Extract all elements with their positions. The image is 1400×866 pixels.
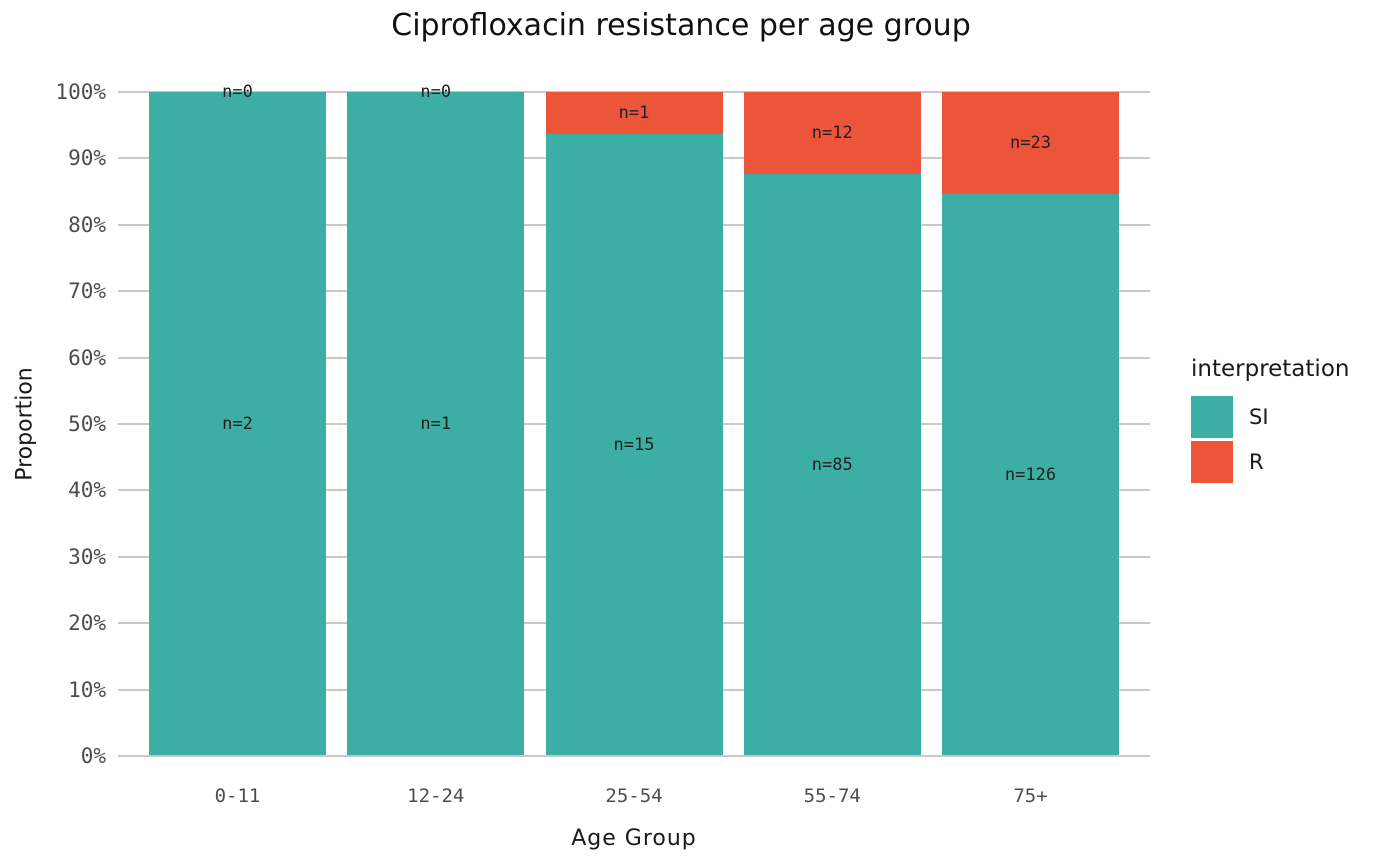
bar-segment-r-75+ xyxy=(942,92,1119,195)
bar-column-55-74: n=12 n=85 xyxy=(743,92,921,756)
y-tick-label-50: 50% xyxy=(68,412,106,436)
bar-count-label-r-12-24: n=0 xyxy=(420,82,452,102)
plot-panel: n=0 n=2 n=0 n=1 n=1 n=15 n=12 n=85 n=23 n=126 xyxy=(118,82,1150,757)
y-tick-label-30: 30% xyxy=(68,544,106,569)
bar-column-0-11: n=0 n=2 xyxy=(149,82,326,756)
legend-title: interpretation xyxy=(1191,356,1350,382)
bar-count-label-r-55-74: n=12 xyxy=(811,123,853,144)
bar-column-25-54: n=1 n=15 xyxy=(545,92,723,756)
bar-segment-r-25-54 xyxy=(545,92,723,134)
legend-item-r: R xyxy=(1191,441,1349,483)
bar-count-label-r-25-54: n=1 xyxy=(618,102,650,123)
y-tick-label-0: 0% xyxy=(80,744,106,768)
y-tick-label-100: 100% xyxy=(55,80,106,104)
bar-count-label-si-25-54: n=15 xyxy=(613,434,655,455)
y-tick-label-60: 60% xyxy=(68,345,106,370)
bar-count-label-si-75+: n=126 xyxy=(1004,465,1057,486)
bar-count-label-si-12-24: n=1 xyxy=(420,414,452,434)
bar-count-label-si-55-74: n=85 xyxy=(811,455,853,476)
bar-count-label-r-0-11: n=0 xyxy=(222,82,253,102)
x-axis-title: Age Group xyxy=(571,826,697,851)
y-tick-label-70: 70% xyxy=(68,279,106,304)
legend-label-si: SI xyxy=(1249,405,1269,429)
bar-column-12-24: n=0 n=1 xyxy=(347,82,525,756)
bar-column-75+: n=23 n=126 xyxy=(942,92,1119,756)
x-tick-label-12-24: 12-24 xyxy=(407,785,465,807)
x-tick-label-0-11: 0-11 xyxy=(214,785,261,807)
x-tick-label-25-54: 25-54 xyxy=(605,785,663,807)
y-tick-label-10: 10% xyxy=(68,677,106,702)
y-tick-label-80: 80% xyxy=(68,212,106,237)
bar-count-label-si-0-11: n=2 xyxy=(222,414,253,434)
y-tick-label-20: 20% xyxy=(68,611,106,636)
legend-item-si: SI xyxy=(1191,396,1349,438)
bar-segment-r-55-74 xyxy=(743,92,921,175)
y-tick-label-40: 40% xyxy=(68,478,106,503)
bar-segment-si-25-54 xyxy=(545,133,723,756)
bar-segment-si-12-24 xyxy=(347,92,525,756)
x-axis-tick-labels: 0-11 12-24 25-54 55-74 75+ xyxy=(149,785,1119,807)
x-tick-label-55-74: 55-74 xyxy=(803,785,861,807)
bar-count-label-r-75+: n=23 xyxy=(1010,133,1051,154)
legend-swatch-r xyxy=(1191,441,1233,483)
bar-segment-si-75+ xyxy=(942,194,1119,756)
bar-segment-si-0-11 xyxy=(149,92,326,756)
legend: interpretation SI R xyxy=(1191,356,1349,486)
legend-label-r: R xyxy=(1249,450,1264,474)
y-tick-label-90: 90% xyxy=(68,146,106,171)
chart-title: Ciprofloxacin resistance per age group xyxy=(391,8,971,43)
legend-items: SI R xyxy=(1191,396,1349,483)
legend-swatch-si xyxy=(1191,396,1233,438)
x-tick-label-75+: 75+ xyxy=(1013,785,1048,807)
gridline-0 xyxy=(118,755,1150,757)
bar-group: n=0 n=2 n=0 n=1 n=1 n=15 n=12 n=85 n=23 n=126 xyxy=(149,82,1119,756)
bar-segment-si-55-74 xyxy=(743,174,921,756)
